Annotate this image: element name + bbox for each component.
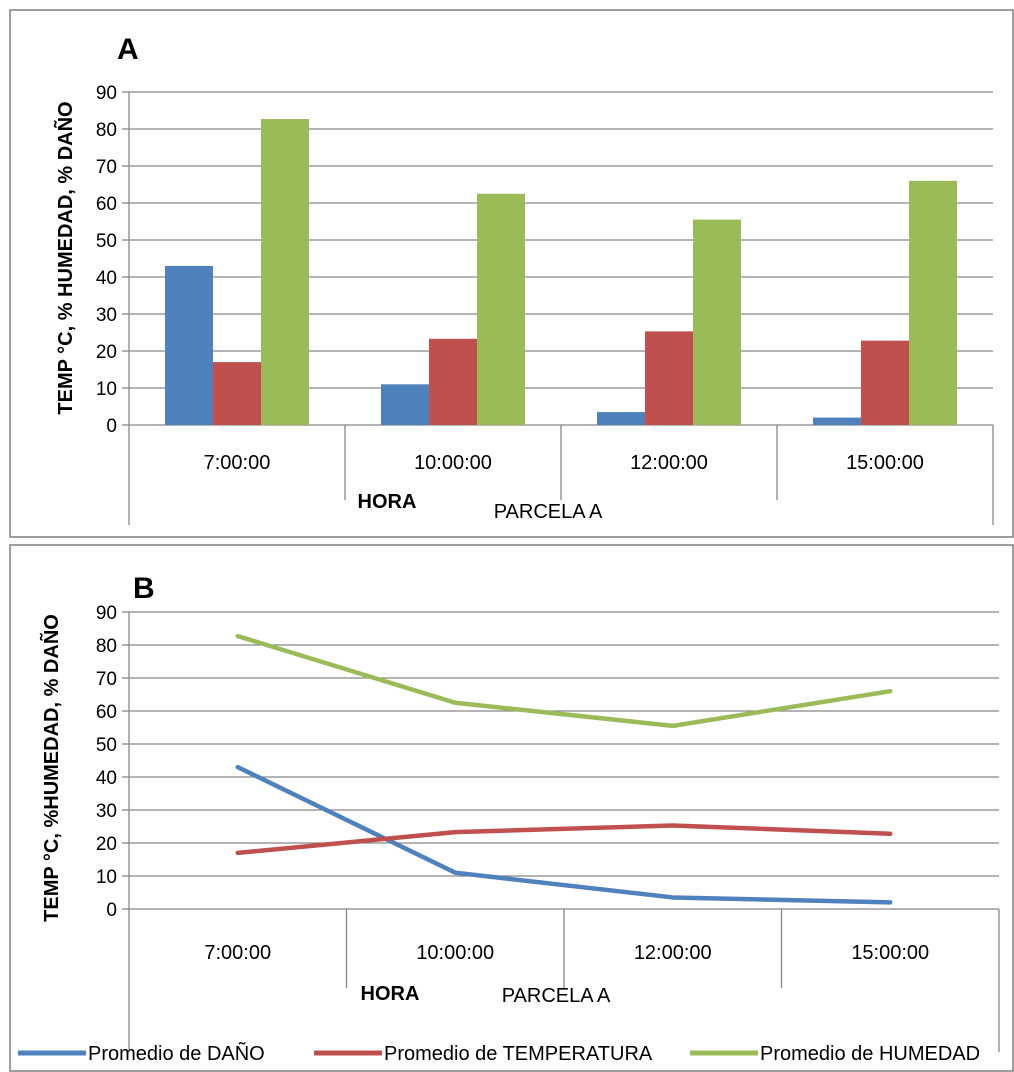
b-ytick-label-20: 20 [96, 834, 117, 855]
b-ytick-label-0: 0 [106, 900, 117, 921]
a-ytick-label-80: 80 [96, 120, 117, 141]
a-category-label-0: 7:00:00 [204, 452, 271, 474]
b-category-label-3: 15:00:00 [851, 942, 929, 964]
panel-b-frame [9, 544, 1014, 1072]
b-category-label-1: 10:00:00 [416, 942, 494, 964]
b-category-label-2: 12:00:00 [634, 942, 712, 964]
a-bar-promedio-de-humedad-1 [477, 193, 525, 425]
a-bar-promedio-de-temperatura-2 [645, 331, 693, 425]
a-ytick-label-50: 50 [96, 231, 117, 252]
b-series-line-2 [235, 633, 893, 729]
b-group-label: PARCELA A [502, 985, 611, 1007]
a-bar-promedio-de-humedad-0 [261, 119, 309, 425]
b-ytick-label-70: 70 [96, 669, 117, 690]
a-category-label-1: 10:00:00 [414, 452, 492, 474]
a-bar-promedio-de-humedad-2 [693, 219, 741, 425]
a-ytick-label-70: 70 [96, 157, 117, 178]
a-y-axis-title: TEMP °C, % HUMEDAD, % DAÑO [54, 101, 77, 414]
a-bar-promedio-de-humedad-3 [909, 180, 957, 425]
b-series-line-1 [235, 823, 893, 856]
a-ytick-label-0: 0 [106, 416, 117, 437]
b-category-label-0: 7:00:00 [204, 942, 271, 964]
b-legend-label-1: Promedio de TEMPERATURA [384, 1043, 653, 1065]
b-panel-letter: B [133, 572, 155, 605]
a-ytick-label-40: 40 [96, 268, 117, 289]
b-ytick-label-50: 50 [96, 735, 117, 756]
a-category-label-2: 12:00:00 [630, 452, 708, 474]
a-bar-promedio-de-temperatura-1 [429, 338, 477, 425]
b-legend-label-2: Promedio de HUMEDAD [760, 1043, 980, 1065]
b-ytick-label-30: 30 [96, 801, 117, 822]
a-ytick-label-30: 30 [96, 305, 117, 326]
a-ytick-label-20: 20 [96, 342, 117, 363]
a-bar-promedio-de-temperatura-0 [213, 362, 261, 425]
b-y-axis-title: TEMP °C, %HUMEDAD, % DAÑO [40, 614, 63, 922]
a-bar-promedio-de-temperatura-3 [861, 340, 909, 425]
a-bar-promedio-de-daño-2 [597, 412, 645, 425]
b-ytick-label-10: 10 [96, 867, 117, 888]
a-ytick-label-60: 60 [96, 194, 117, 215]
b-legend-label-0: Promedio de DAÑO [88, 1041, 265, 1065]
a-group-label: PARCELA A [494, 501, 603, 523]
a-bar-promedio-de-daño-1 [381, 384, 429, 425]
a-panel-letter: A [117, 33, 139, 66]
b-x-axis-title: HORA [361, 983, 420, 1005]
b-series-line-0 [235, 764, 893, 905]
chart-a: 0 10 20 30 40 50 60 70 80 90 7:00:00 10:00:00 12:00:… [54, 33, 994, 525]
a-bar-promedio-de-daño-0 [165, 265, 213, 425]
b-ytick-label-80: 80 [96, 636, 117, 657]
a-bar-promedio-de-daño-3 [813, 417, 861, 425]
b-ytick-label-90: 90 [96, 603, 117, 624]
b-ytick-label-40: 40 [96, 768, 117, 789]
a-ytick-label-10: 10 [96, 379, 117, 400]
b-ytick-label-60: 60 [96, 702, 117, 723]
chart-b: 0 10 20 30 40 50 60 70 80 90 7:00:00 10:00:00 12:00:… [18, 572, 1000, 1065]
a-category-label-3: 15:00:00 [846, 452, 924, 474]
a-x-axis-title: HORA [358, 491, 417, 513]
a-ytick-label-90: 90 [96, 83, 117, 104]
